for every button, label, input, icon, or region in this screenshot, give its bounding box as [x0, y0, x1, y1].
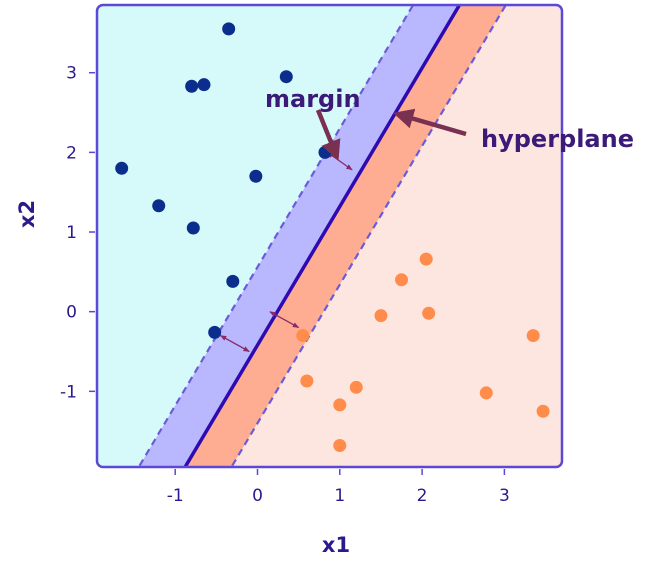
x-tick-label: 3: [499, 486, 510, 506]
margin-width-marker: [269, 311, 300, 329]
class-b-point: [419, 252, 433, 266]
class-a-point: [249, 169, 263, 183]
x-axis-title: x1: [322, 533, 350, 557]
margin-annotation-label: margin: [265, 85, 361, 113]
upper-class-region: [97, 5, 437, 467]
y-tick-label: 1: [66, 223, 77, 243]
y-axis-title: x2: [15, 200, 39, 228]
y-tick-label: 3: [66, 64, 77, 84]
class-b-point: [479, 386, 493, 400]
margin-annotation-arrow: [315, 109, 341, 161]
margin-width-marker: [219, 335, 250, 353]
hyperplane-annotation-label: hyperplane: [481, 125, 634, 153]
class-a-point: [185, 79, 199, 93]
class-a-point: [115, 161, 129, 175]
class-b-point: [395, 273, 409, 287]
hyperplane-annotation-arrow: [393, 108, 467, 137]
x-tick-label: 1: [334, 486, 345, 506]
class-b-point: [333, 438, 347, 452]
class-b-point: [536, 404, 550, 418]
class-a-point: [226, 274, 240, 288]
lower-margin-line: [206, 5, 531, 467]
lower-margin-band: [161, 5, 530, 467]
class-b-point: [296, 329, 310, 343]
class-b-point: [374, 309, 388, 323]
class-b-point: [526, 329, 540, 343]
class-a-point: [152, 199, 166, 213]
y-tick-label: 2: [66, 143, 77, 163]
class-b-point: [333, 398, 347, 412]
x-tick-label: 2: [417, 486, 428, 506]
class-a-point: [186, 221, 200, 235]
class-a-point: [197, 78, 211, 92]
lower-class-region: [207, 5, 562, 467]
x-tick-label: -1: [167, 486, 184, 506]
x-axis-ticks: -1 0 1 2 3: [167, 469, 510, 506]
class-b-point: [300, 374, 314, 388]
x-tick-label: 0: [252, 486, 263, 506]
upper-margin-band: [115, 5, 484, 467]
class-a-point: [222, 22, 236, 36]
class-a-point: [318, 145, 332, 159]
hyperplane-line: [159, 5, 485, 467]
class-b-point: [422, 306, 436, 320]
y-axis-ticks: -1 0 1 2 3: [60, 64, 95, 402]
plot-frame: [95, 3, 564, 469]
upper-margin-line: [114, 5, 438, 467]
y-tick-label: 0: [66, 303, 77, 323]
class-a-point: [279, 70, 293, 84]
class-b-point: [349, 380, 363, 394]
class-a-point: [208, 325, 222, 339]
annotations: margin hyperplane: [265, 85, 634, 161]
y-tick-label: -1: [60, 382, 77, 402]
